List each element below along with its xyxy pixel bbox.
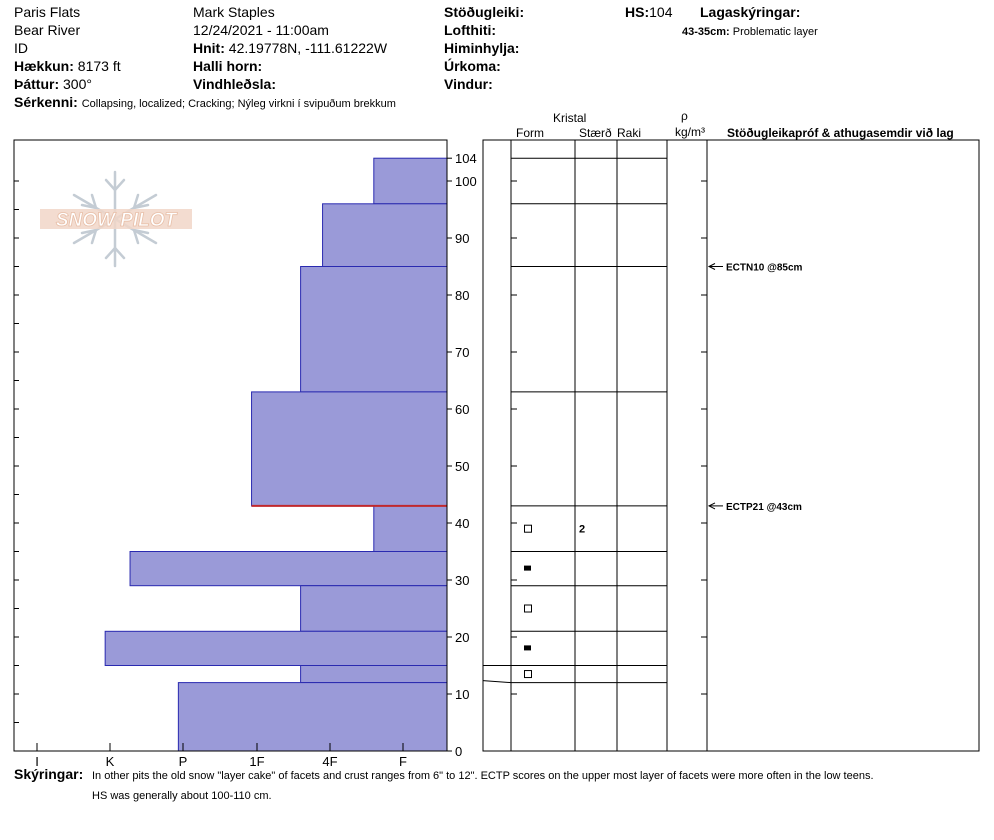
logo-banner <box>40 209 192 229</box>
test-arrow-icon-0 <box>707 263 716 270</box>
snow-height: HS:104 <box>625 4 672 21</box>
wind-label: Vindur: <box>444 76 493 92</box>
elevation-value: 8173 ft <box>77 58 121 74</box>
hardness-bar-3 <box>251 391 448 507</box>
comments-line-2: HS was generally about 100-110 cm. <box>92 790 272 802</box>
height-label-40: 40 <box>455 516 469 531</box>
features-text: Collapsing, localized; Cracking; Nýleg v… <box>81 98 396 110</box>
hs-label: HS: <box>625 4 650 20</box>
crystal-form-filled-3 <box>524 645 531 651</box>
crystal-form-open-2 <box>524 604 532 613</box>
hardness-bar-7 <box>104 630 448 666</box>
elevation-label: Hækkun: <box>14 58 74 74</box>
coordinates-label: Hnit: <box>193 40 225 56</box>
sky-cover-label: Himinhylja: <box>444 40 520 56</box>
hardness-bar-5 <box>129 551 448 587</box>
state: ID <box>14 40 28 56</box>
coordinates-value: 42.19778N, -111.61222W <box>228 40 388 56</box>
hardness-label-3: 1F <box>249 754 264 769</box>
test-label-1: ECTP21 @43cm <box>726 502 802 513</box>
layer-note: 43-35cm: Problematic layer <box>682 24 818 41</box>
comments-line-1: In other pits the old snow "layer cake" … <box>92 770 874 782</box>
mountain-range: Bear River <box>14 22 81 38</box>
slope-angle-label: Halli horn: <box>193 58 263 74</box>
hardness-bar-2 <box>300 266 448 393</box>
layer-note-range: 43-35cm: <box>682 26 730 38</box>
hardness-label-2: P <box>179 754 188 769</box>
tests-header: Stöðugleikapróf & athugasemdir við lag <box>727 126 954 140</box>
height-label-30: 30 <box>455 573 469 588</box>
test-label-0: ECTN10 @85cm <box>726 263 803 274</box>
stability-label: Stöðugleiki: <box>444 4 525 20</box>
height-label-90: 90 <box>455 231 469 246</box>
logo-text: SNOW PILOT <box>56 210 178 231</box>
hardness-plot-frame <box>13 139 448 752</box>
hs-value: 104 <box>649 4 673 20</box>
height-label-60: 60 <box>455 402 469 417</box>
crystal-form-open-0 <box>524 524 532 533</box>
hardness-label-0: I <box>35 754 39 769</box>
hardness-bar-6 <box>300 585 448 632</box>
hardness-label-5: F <box>399 754 407 769</box>
precipitation-label: Úrkoma: <box>444 58 501 74</box>
wind-loading-label: Vindhleðsla: <box>193 76 276 92</box>
crystal-form-filled-1 <box>524 565 531 571</box>
height-label-100: 100 <box>455 174 477 189</box>
density-unit-header: kg/m³ <box>675 125 705 139</box>
hardness-bar-4 <box>373 505 448 552</box>
layer-note-text: Problematic layer <box>732 26 818 38</box>
layer-connector-12 <box>482 680 512 684</box>
aspect-value: 300° <box>63 76 92 92</box>
hardness-label-1: K <box>106 754 115 769</box>
layer-notes-label: Lagaskýringar: <box>700 4 801 20</box>
crystal-form-open-4 <box>524 670 532 679</box>
hardness-label-4: 4F <box>322 754 337 769</box>
crystal-header: Kristal <box>553 111 587 125</box>
height-label-80: 80 <box>455 288 469 303</box>
layer-table-frame <box>482 139 980 752</box>
location-name: Paris Flats <box>14 4 81 20</box>
height-label-70: 70 <box>455 345 469 360</box>
rho-header: ρ <box>681 109 688 123</box>
size-header: Stærð <box>579 126 612 140</box>
form-header: Form <box>516 126 544 140</box>
features-label: Sérkenni: <box>14 94 78 110</box>
height-label-104: 104 <box>455 151 477 166</box>
hardness-bar-8 <box>300 665 448 684</box>
moisture-header: Raki <box>617 126 642 140</box>
crystal-size-0: 2 <box>579 524 585 536</box>
height-label-10: 10 <box>455 687 469 702</box>
hardness-bar-0 <box>373 157 448 205</box>
observer: Mark Staples <box>193 4 275 20</box>
hardness-bar-9 <box>177 682 448 752</box>
test-arrow-icon-1 <box>707 502 716 510</box>
height-label-20: 20 <box>455 630 469 645</box>
aspect: Þáttur: 300° <box>14 76 92 93</box>
height-label-50: 50 <box>455 459 469 474</box>
date-time: 12/24/2021 - 11:00am <box>193 22 329 38</box>
air-temp-label: Lofthiti: <box>444 22 497 38</box>
aspect-label: Þáttur: <box>14 76 60 92</box>
coordinates: Hnit: 42.19778N, -111.61222W <box>193 40 387 57</box>
height-label-0: 0 <box>455 744 462 759</box>
hardness-bar-1 <box>322 203 448 268</box>
comments-label: Skýringar: <box>14 766 84 782</box>
elevation: Hækkun: 8173 ft <box>14 58 121 75</box>
features: Sérkenni: Collapsing, localized; Crackin… <box>14 94 396 113</box>
